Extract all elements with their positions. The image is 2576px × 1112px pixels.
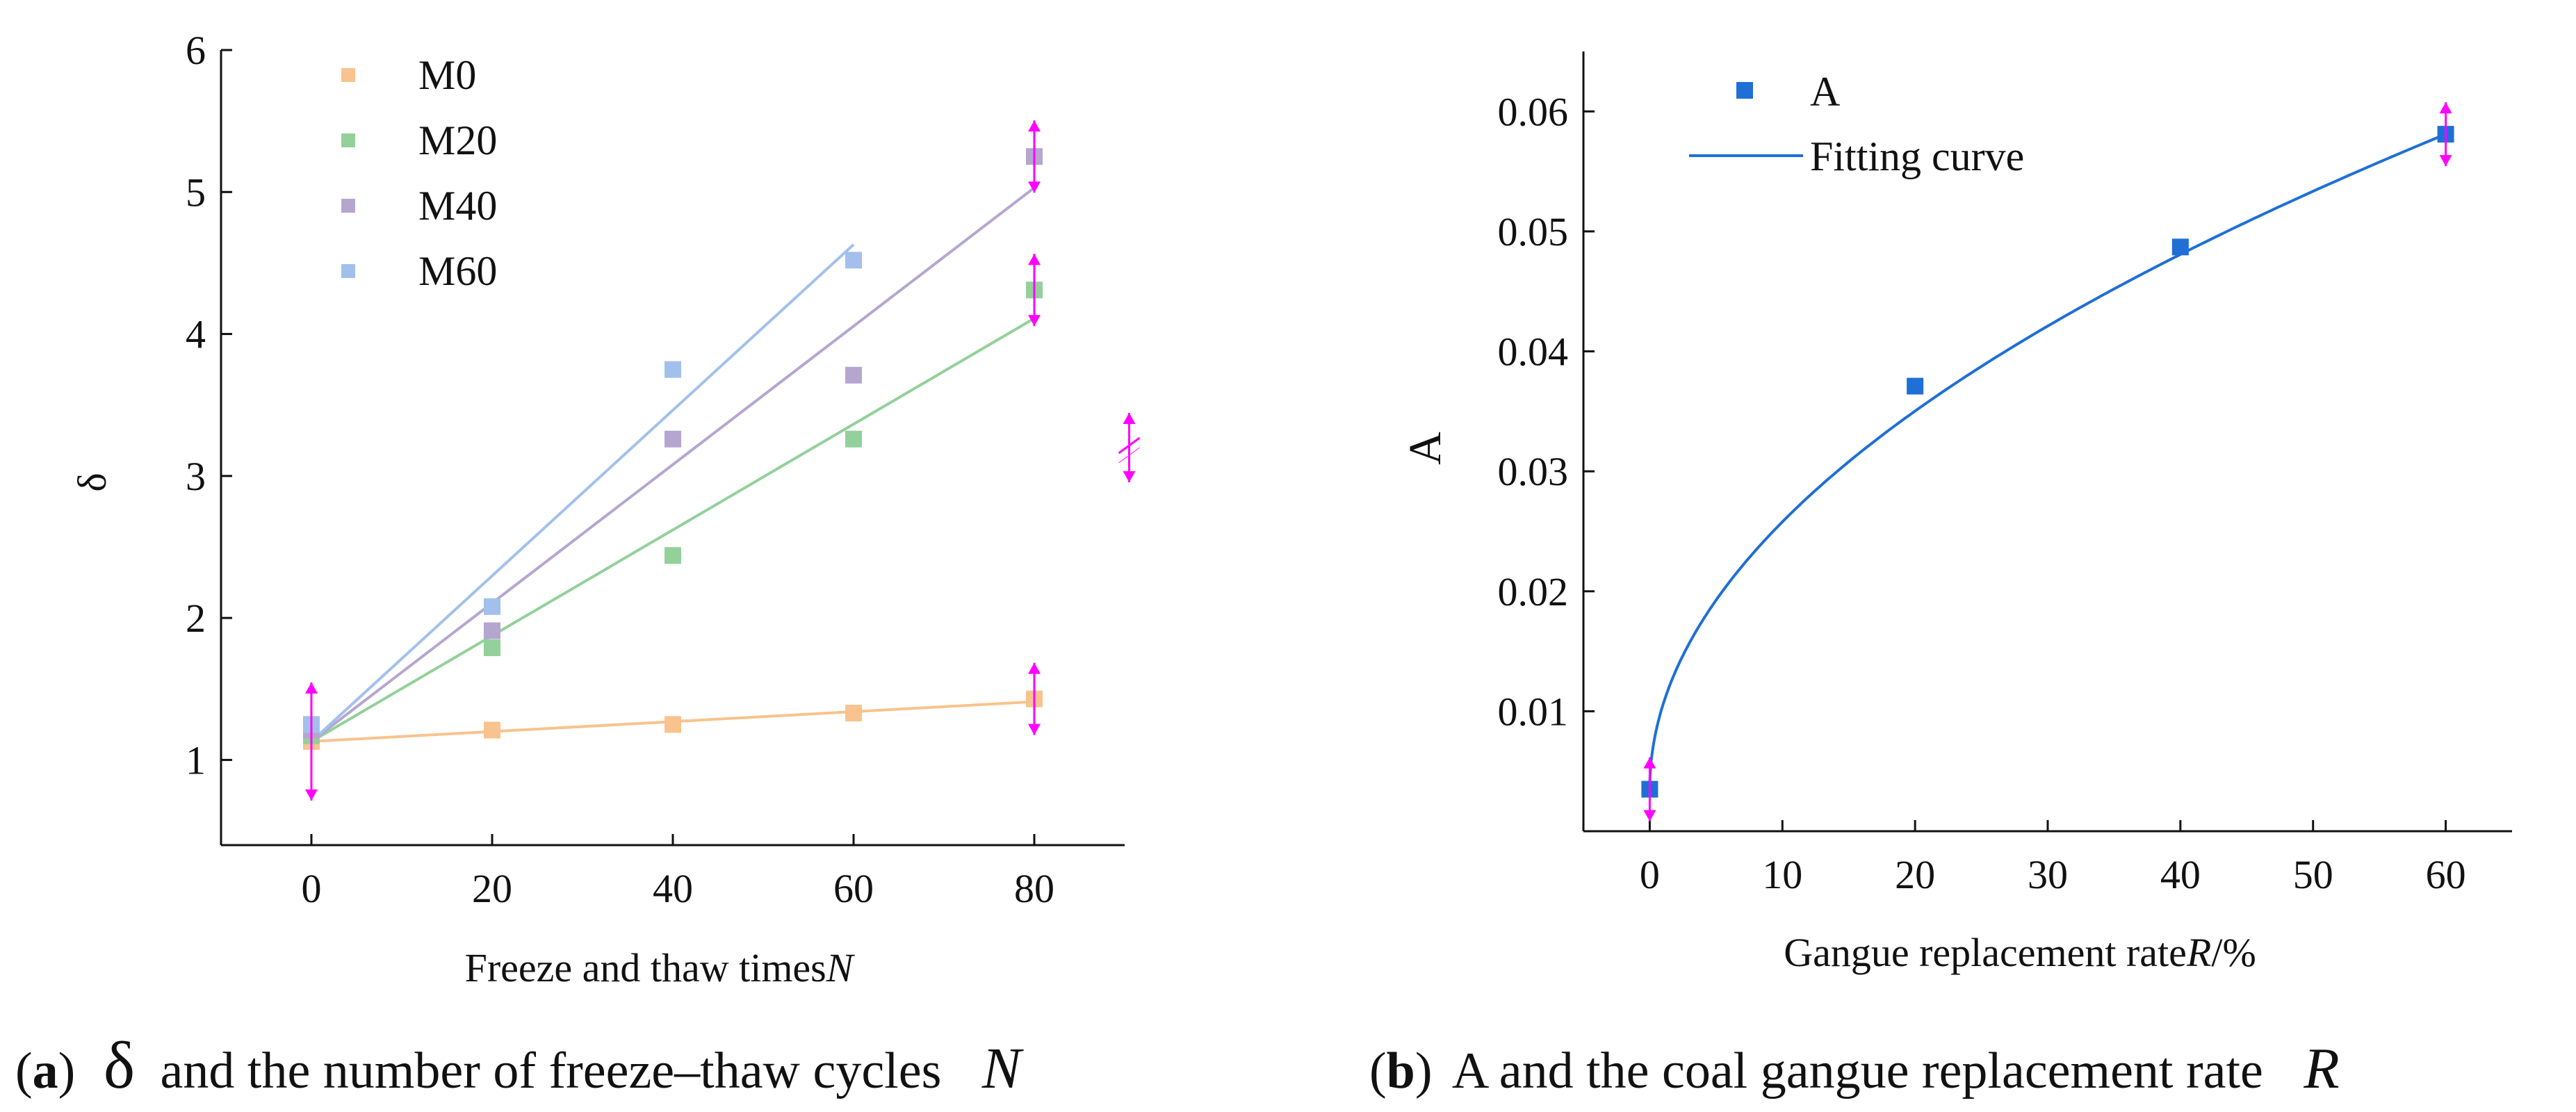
b-y-tick-label: 0.04	[1498, 329, 1569, 375]
a-error-marker	[305, 682, 318, 801]
a-error-marker	[1118, 413, 1141, 482]
b-x-tick-label: 60	[2426, 852, 2466, 897]
a-legend-marker-m60	[341, 264, 355, 278]
b-x-axis-title: Gangue replacement rateR/%	[1784, 930, 2256, 975]
a-point-m20	[484, 639, 500, 657]
b-y-axis-title: A	[1400, 432, 1451, 465]
b-x-tick-label: 0	[1640, 852, 1660, 897]
b-legend-label-fit: Fitting curve	[1810, 133, 2024, 179]
a-point-m60	[484, 598, 500, 615]
a-x-tick-label: 80	[1014, 866, 1054, 911]
a-x-tick-label: 20	[472, 866, 512, 911]
a-y-tick-label: 6	[186, 28, 206, 73]
b-x-tick-label: 20	[1895, 852, 1935, 897]
a-y-tick-label: 5	[186, 170, 206, 215]
b-y-tick-label: 0.01	[1498, 689, 1569, 734]
a-point-m40	[665, 430, 681, 448]
a-y-tick-label: 3	[186, 454, 206, 499]
a-point-m0	[845, 705, 862, 722]
a-legend-label-m0: M0	[418, 52, 476, 98]
b-y-tick-label: 0.06	[1498, 89, 1569, 134]
a-point-m0	[484, 721, 500, 739]
a-legend-label-m20: M20	[418, 117, 497, 163]
b-y-tick-label: 0.05	[1498, 209, 1569, 254]
b-legend-marker-a	[1736, 82, 1753, 99]
a-fit-line-m40	[310, 186, 1036, 743]
a-y-tick-label: 2	[186, 596, 206, 641]
b-x-tick-label: 10	[1762, 852, 1802, 897]
a-y-tick-label: 4	[186, 312, 206, 357]
a-x-tick-label: 40	[653, 866, 693, 911]
b-point-a	[1907, 377, 1924, 395]
caption-a: (a) δ and the number of freeze–thaw cycl…	[15, 1028, 1024, 1102]
a-legend-marker-m0	[341, 68, 355, 82]
a-fit-line-m20	[310, 317, 1036, 743]
b-error-marker	[2439, 102, 2452, 167]
b-legend-label-a: A	[1810, 69, 1840, 115]
a-point-m60	[665, 361, 681, 378]
a-point-m40	[845, 366, 862, 384]
a-legend-marker-m20	[341, 133, 355, 147]
a-point-m0	[665, 716, 681, 733]
a-x-tick-label: 0	[302, 866, 322, 911]
a-point-m40	[484, 622, 500, 639]
b-y-tick-label: 0.02	[1498, 569, 1569, 614]
a-legend-label-m60: M60	[418, 248, 497, 294]
b-x-tick-label: 50	[2293, 852, 2333, 897]
panel-b-chart: 0.01 0.02 0.03 0.04 0.05 0.06 0 10 20 30 40 50 60 Gan…	[1400, 51, 2512, 975]
a-legend-marker-m40	[341, 199, 355, 213]
a-legend-label-m40: M40	[418, 183, 497, 229]
a-error-marker	[1028, 662, 1041, 735]
caption-b: (b) A and the coal gangue replacement ra…	[1369, 1036, 2340, 1101]
b-fitting-curve	[1648, 133, 2447, 790]
a-y-tick-label: 1	[186, 737, 206, 783]
b-y-tick-label: 0.03	[1498, 449, 1569, 494]
a-point-m20	[665, 547, 681, 564]
a-x-axis-title: Freeze and thaw timesN	[465, 945, 856, 990]
b-x-tick-label: 30	[2028, 852, 2068, 897]
b-point-a	[2171, 238, 2189, 256]
a-point-m20	[845, 430, 862, 448]
b-error-marker	[1643, 757, 1656, 821]
b-x-tick-label: 40	[2160, 852, 2201, 897]
a-error-marker	[1028, 120, 1041, 193]
a-point-m60	[845, 252, 862, 269]
a-fit-line-m60	[310, 243, 855, 743]
a-x-tick-label: 60	[833, 866, 874, 911]
a-y-axis-title: δ	[70, 473, 115, 491]
a-error-marker	[1028, 254, 1041, 327]
